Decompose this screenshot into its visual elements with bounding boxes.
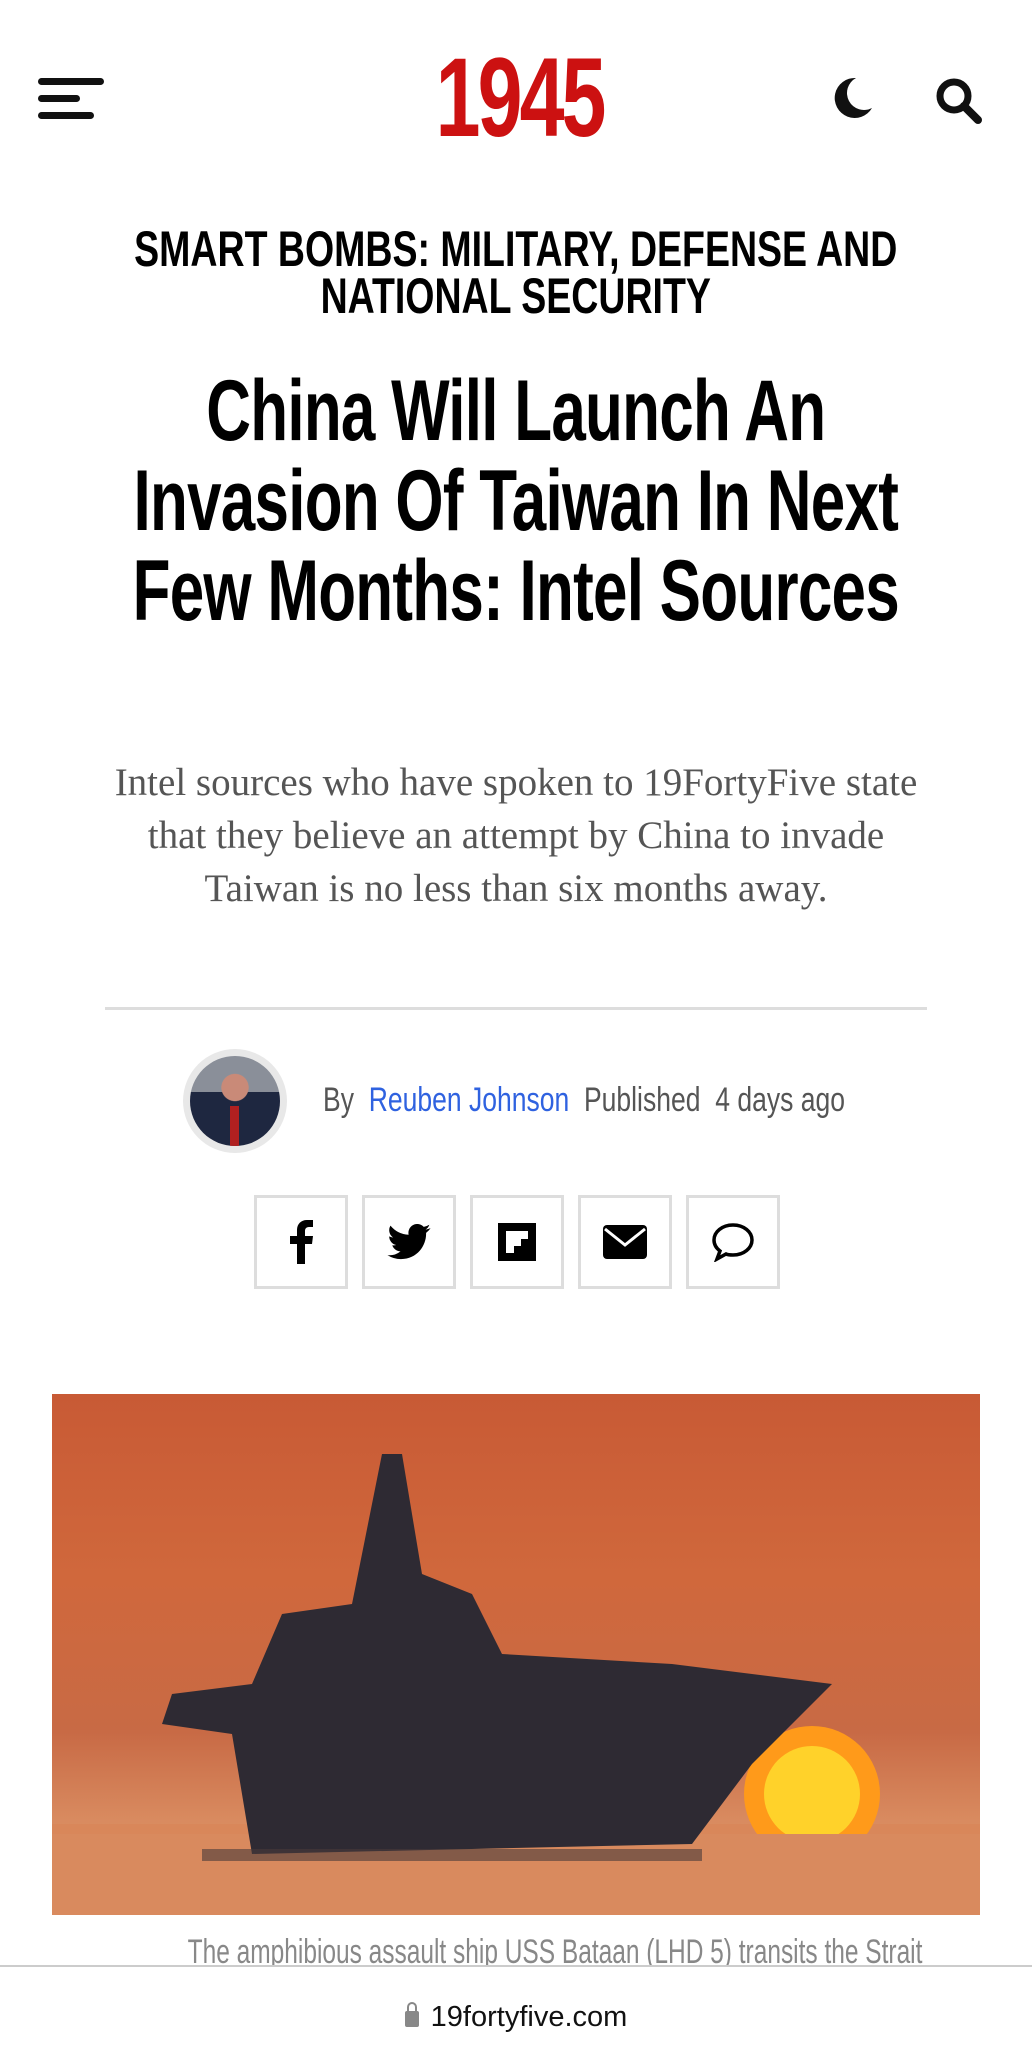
- logo-text: 1945: [436, 35, 607, 160]
- article-title: China Will Launch An Invasion Of Taiwan …: [100, 366, 932, 636]
- article-image[interactable]: [52, 1394, 980, 1915]
- share-comment-button[interactable]: [686, 1195, 780, 1289]
- share-email-button[interactable]: [578, 1195, 672, 1289]
- article-subtitle: Intel sources who have spoken to 19Forty…: [114, 761, 918, 910]
- menu-button[interactable]: [38, 78, 104, 120]
- ship-sunset-illustration: [52, 1454, 980, 1915]
- published-label: Published: [583, 1081, 701, 1119]
- category-label[interactable]: SMART BOMBS: MILITARY, DEFENSE AND NATIO…: [80, 221, 952, 324]
- by-label: By: [323, 1081, 354, 1119]
- site-logo[interactable]: 1945: [400, 40, 640, 155]
- share-twitter-button[interactable]: [362, 1195, 456, 1289]
- share-facebook-button[interactable]: [254, 1195, 348, 1289]
- search-icon[interactable]: [934, 76, 984, 124]
- published-date: 4 days ago: [715, 1081, 845, 1119]
- url-display[interactable]: 19fortyfive.com: [0, 1997, 1032, 2037]
- browser-address-bar: [0, 1965, 1032, 2048]
- author-avatar[interactable]: [183, 1049, 287, 1153]
- comment-icon: [712, 1223, 754, 1262]
- byline: By Reuben Johnson Published 4 days ago: [323, 1078, 992, 1122]
- title-text: China Will Launch An Invasion Of Taiwan …: [132, 363, 900, 639]
- email-icon: [603, 1225, 647, 1259]
- divider: [105, 1007, 927, 1010]
- facebook-icon: [290, 1220, 313, 1264]
- caption-text: The amphibious assault ship USS Bataan (…: [187, 1933, 923, 1971]
- share-flipboard-button[interactable]: [470, 1195, 564, 1289]
- twitter-icon: [387, 1224, 431, 1260]
- moon-icon[interactable]: [830, 76, 874, 120]
- image-caption: The amphibious assault ship USS Bataan (…: [60, 1930, 972, 1974]
- flipboard-icon: [498, 1223, 536, 1261]
- lock-icon: [404, 2002, 419, 2027]
- author-link[interactable]: Reuben Johnson: [368, 1081, 570, 1119]
- category-text: SMART BOMBS: MILITARY, DEFENSE AND NATIO…: [134, 221, 898, 324]
- url-text: 19fortyfive.com: [430, 2001, 628, 2033]
